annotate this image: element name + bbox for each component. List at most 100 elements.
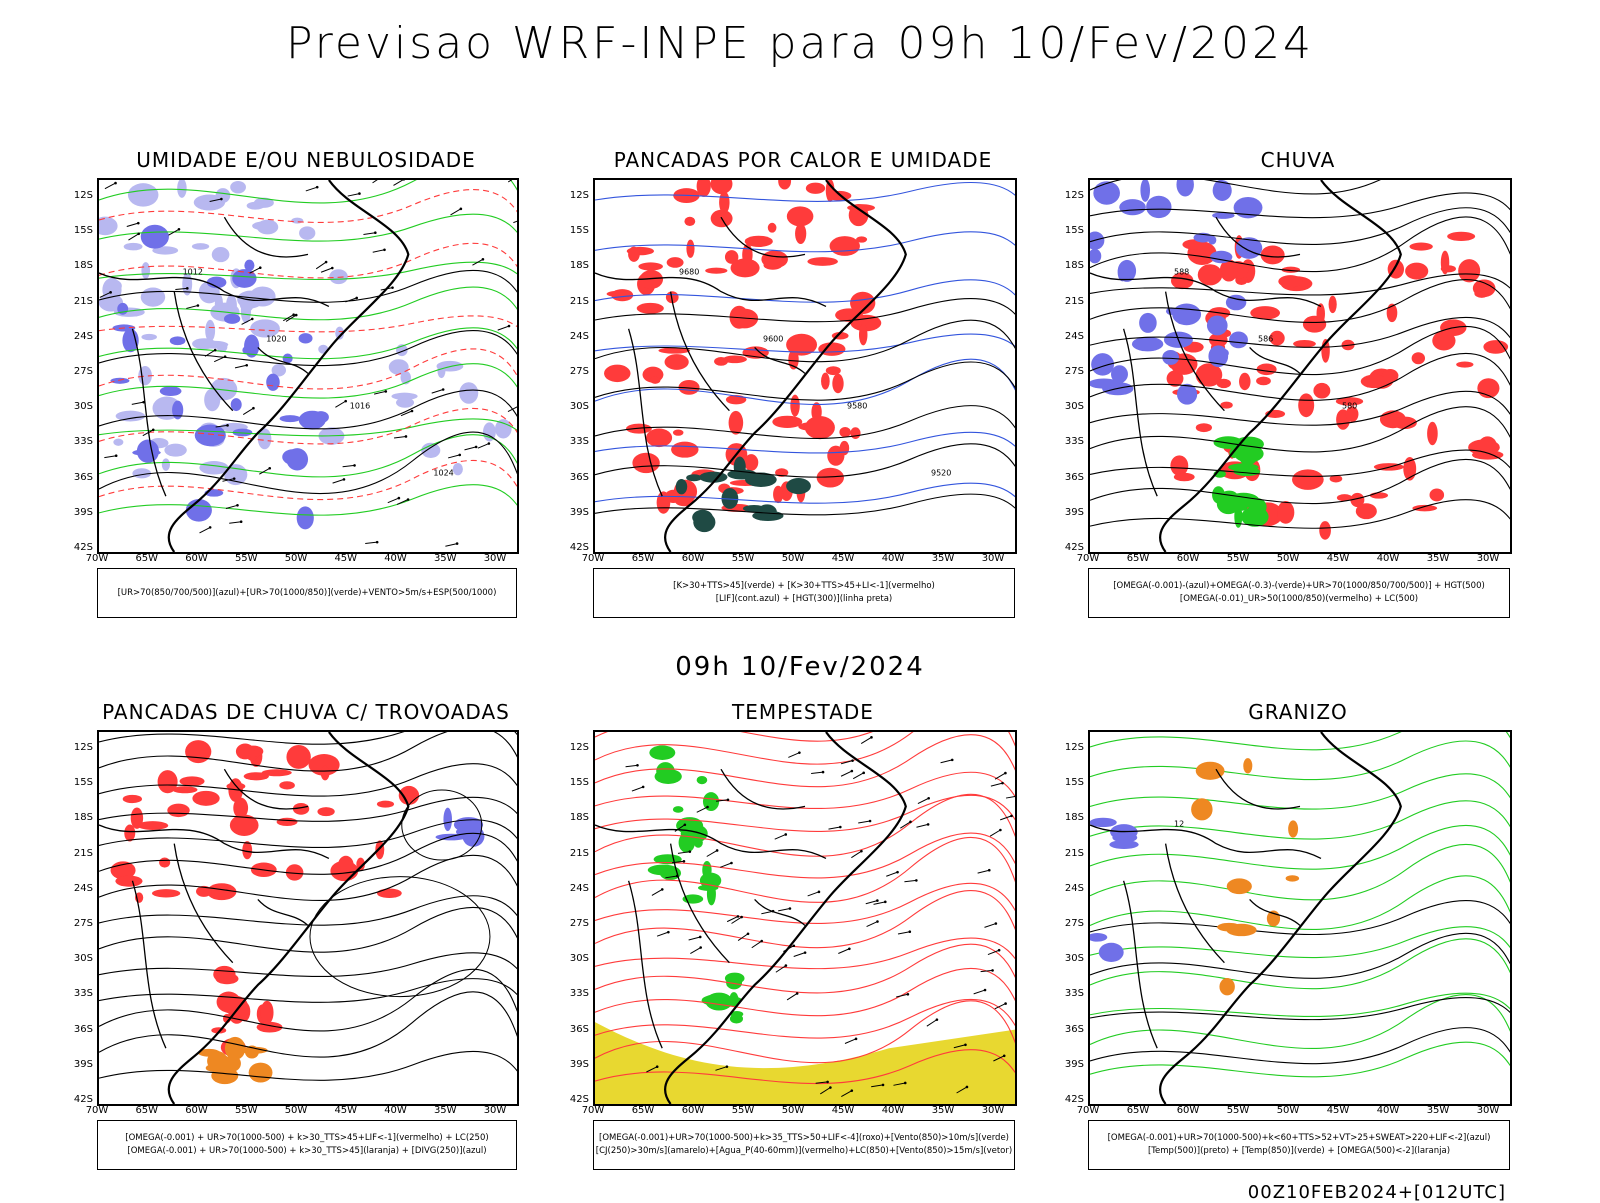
precipitable-water-red-contour xyxy=(595,832,1015,879)
map-plot xyxy=(97,730,519,1106)
latitude-tick-label: 21S xyxy=(1064,295,1084,307)
longitude-tick-label: 30W xyxy=(483,1105,507,1116)
country-border xyxy=(131,880,167,1049)
longitude-tick-label: 50W xyxy=(781,553,805,564)
coastline xyxy=(663,732,907,1104)
latitude-tick-label: 12S xyxy=(569,742,589,753)
latitude-tick-label: 21S xyxy=(569,847,589,859)
thunder-orange-area xyxy=(197,1036,273,1085)
panel-title: UMIDADE E/OU NEBULOSIDADE xyxy=(136,148,476,172)
latitude-tick-label: 24S xyxy=(1064,882,1084,894)
hgt300-contour xyxy=(595,405,1015,439)
streamline xyxy=(1090,317,1510,348)
main-title: Previsao WRF-INPE para 09h 10/Fev/2024 xyxy=(286,18,1314,69)
longitude-tick-label: 35W xyxy=(931,553,955,564)
legend-line: [OMEGA(-0.001) + UR>70(1000-500) + k>30_… xyxy=(127,1146,487,1156)
latitude-tick-label: 42S xyxy=(73,542,93,553)
streamline xyxy=(99,732,517,772)
longitude-tick-label: 55W xyxy=(1226,553,1250,564)
country-border xyxy=(1090,272,1322,308)
latitude-tick-label: 36S xyxy=(73,1023,93,1035)
omega-orange-area xyxy=(1191,758,1300,996)
streamline xyxy=(1090,449,1510,477)
longitude-tick-label: 60W xyxy=(185,553,208,564)
longitude-tick-label: 70W xyxy=(581,553,605,564)
precipitable-water-red-contour xyxy=(595,882,1015,924)
streamline xyxy=(99,796,517,822)
temp850-green-contour xyxy=(1090,926,1510,959)
panel-legend: [K>30+TTS>45](verde) + [K>30+TTS>45+LI<-… xyxy=(593,568,1015,618)
contour-label: 586 xyxy=(1258,334,1273,343)
country-border xyxy=(223,216,309,258)
contour-label: 1016 xyxy=(350,401,370,410)
latitude-tick-label: 27S xyxy=(73,366,93,377)
latitude-tick-label: 39S xyxy=(569,506,589,518)
streamline xyxy=(99,895,517,926)
latitude-tick-label: 33S xyxy=(73,988,93,1000)
legend-line: [CJ(250)>30m/s](amarelo)+[Agua_P(40-60mm… xyxy=(595,1146,1013,1156)
country-border xyxy=(1249,346,1301,374)
panel-title: TEMPESTADE xyxy=(732,700,874,724)
contour-label: 1020 xyxy=(266,334,286,343)
streamline xyxy=(1090,499,1510,529)
latitude-tick-label: 24S xyxy=(569,882,589,894)
latitude-tick-label: 18S xyxy=(1064,260,1084,272)
longitude-tick-label: 45W xyxy=(334,553,358,564)
longitude-tick-label: 55W xyxy=(234,1105,258,1116)
longitude-tick-label: 70W xyxy=(1076,553,1100,564)
panel-legend: [OMEGA(-0.001)+UR>70(1000-500)+k>35_TTS>… xyxy=(593,1120,1015,1170)
contour-label: 9680 xyxy=(679,267,699,276)
map-plot: 1012 1020 1016 1024 xyxy=(97,178,519,554)
country-border xyxy=(595,824,827,860)
legend-line: [OMEGA(-0.001)+UR>70(1000-500)+k>35_TTS>… xyxy=(599,1133,1009,1143)
latitude-tick-label: 27S xyxy=(1064,366,1084,377)
country-border xyxy=(1122,880,1158,1049)
latitude-tick-label: 15S xyxy=(73,225,93,237)
latitude-tick-label: 21S xyxy=(569,295,589,307)
latitude-tick-label: 24S xyxy=(1064,330,1084,342)
precipitable-water-red-contour xyxy=(595,967,1015,1017)
longitude-tick-label: 65W xyxy=(1126,1105,1150,1116)
red-dashed-contour xyxy=(99,459,517,501)
country-border xyxy=(627,880,663,1049)
longitude-tick-label: 30W xyxy=(981,553,1005,564)
latitude-tick-label: 21S xyxy=(73,847,93,859)
latitude-tick-label: 30S xyxy=(569,953,589,965)
country-border xyxy=(99,824,330,860)
longitude-tick-label: 50W xyxy=(1276,553,1300,564)
latitude-tick-label: 30S xyxy=(73,401,93,413)
longitude-tick-label: 50W xyxy=(284,553,308,564)
longitude-tick-label: 45W xyxy=(831,1105,855,1116)
contour-label: 9520 xyxy=(931,468,951,477)
temp850-green-contour xyxy=(1090,732,1510,751)
country-border xyxy=(1090,824,1322,860)
jet-stream-yellow-area xyxy=(595,1022,1015,1104)
latitude-tick-label: 33S xyxy=(569,988,589,1000)
latitude-tick-label: 33S xyxy=(1064,436,1084,448)
footer-stamp: 00Z10FEB2024+[012UTC] xyxy=(1247,1182,1506,1203)
longitude-tick-label: 35W xyxy=(1426,553,1450,564)
longitude-tick-label: 45W xyxy=(831,553,855,564)
longitude-tick-label: 65W xyxy=(135,1105,159,1116)
coastline xyxy=(167,732,410,1104)
lif-blue-contour xyxy=(595,231,1015,253)
panel-legend: [UR>70(850/700/500)](azul)+[UR>70(1000/8… xyxy=(97,568,517,618)
latitude-tick-label: 30S xyxy=(73,953,93,965)
legend-line: [UR>70(850/700/500)](azul)+[UR>70(1000/8… xyxy=(117,587,497,598)
contour-label: 12 xyxy=(1174,819,1184,828)
latitude-tick-label: 42S xyxy=(73,1094,93,1105)
latitude-tick-label: 15S xyxy=(1064,777,1084,789)
contour-label: 1012 xyxy=(183,267,203,276)
coastline xyxy=(1158,180,1402,552)
country-border xyxy=(131,328,167,497)
latitude-tick-label: 15S xyxy=(569,225,589,237)
latitude-tick-label: 39S xyxy=(73,1058,93,1070)
latitude-tick-label: 12S xyxy=(1064,742,1084,753)
longitude-tick-label: 30W xyxy=(1476,1105,1500,1116)
coastline xyxy=(663,180,907,552)
map-plot xyxy=(593,730,1017,1106)
streamline xyxy=(99,732,517,745)
temp850-green-contour xyxy=(1090,773,1510,810)
longitude-tick-label: 35W xyxy=(931,1105,955,1116)
longitude-tick-label: 70W xyxy=(85,1105,109,1116)
